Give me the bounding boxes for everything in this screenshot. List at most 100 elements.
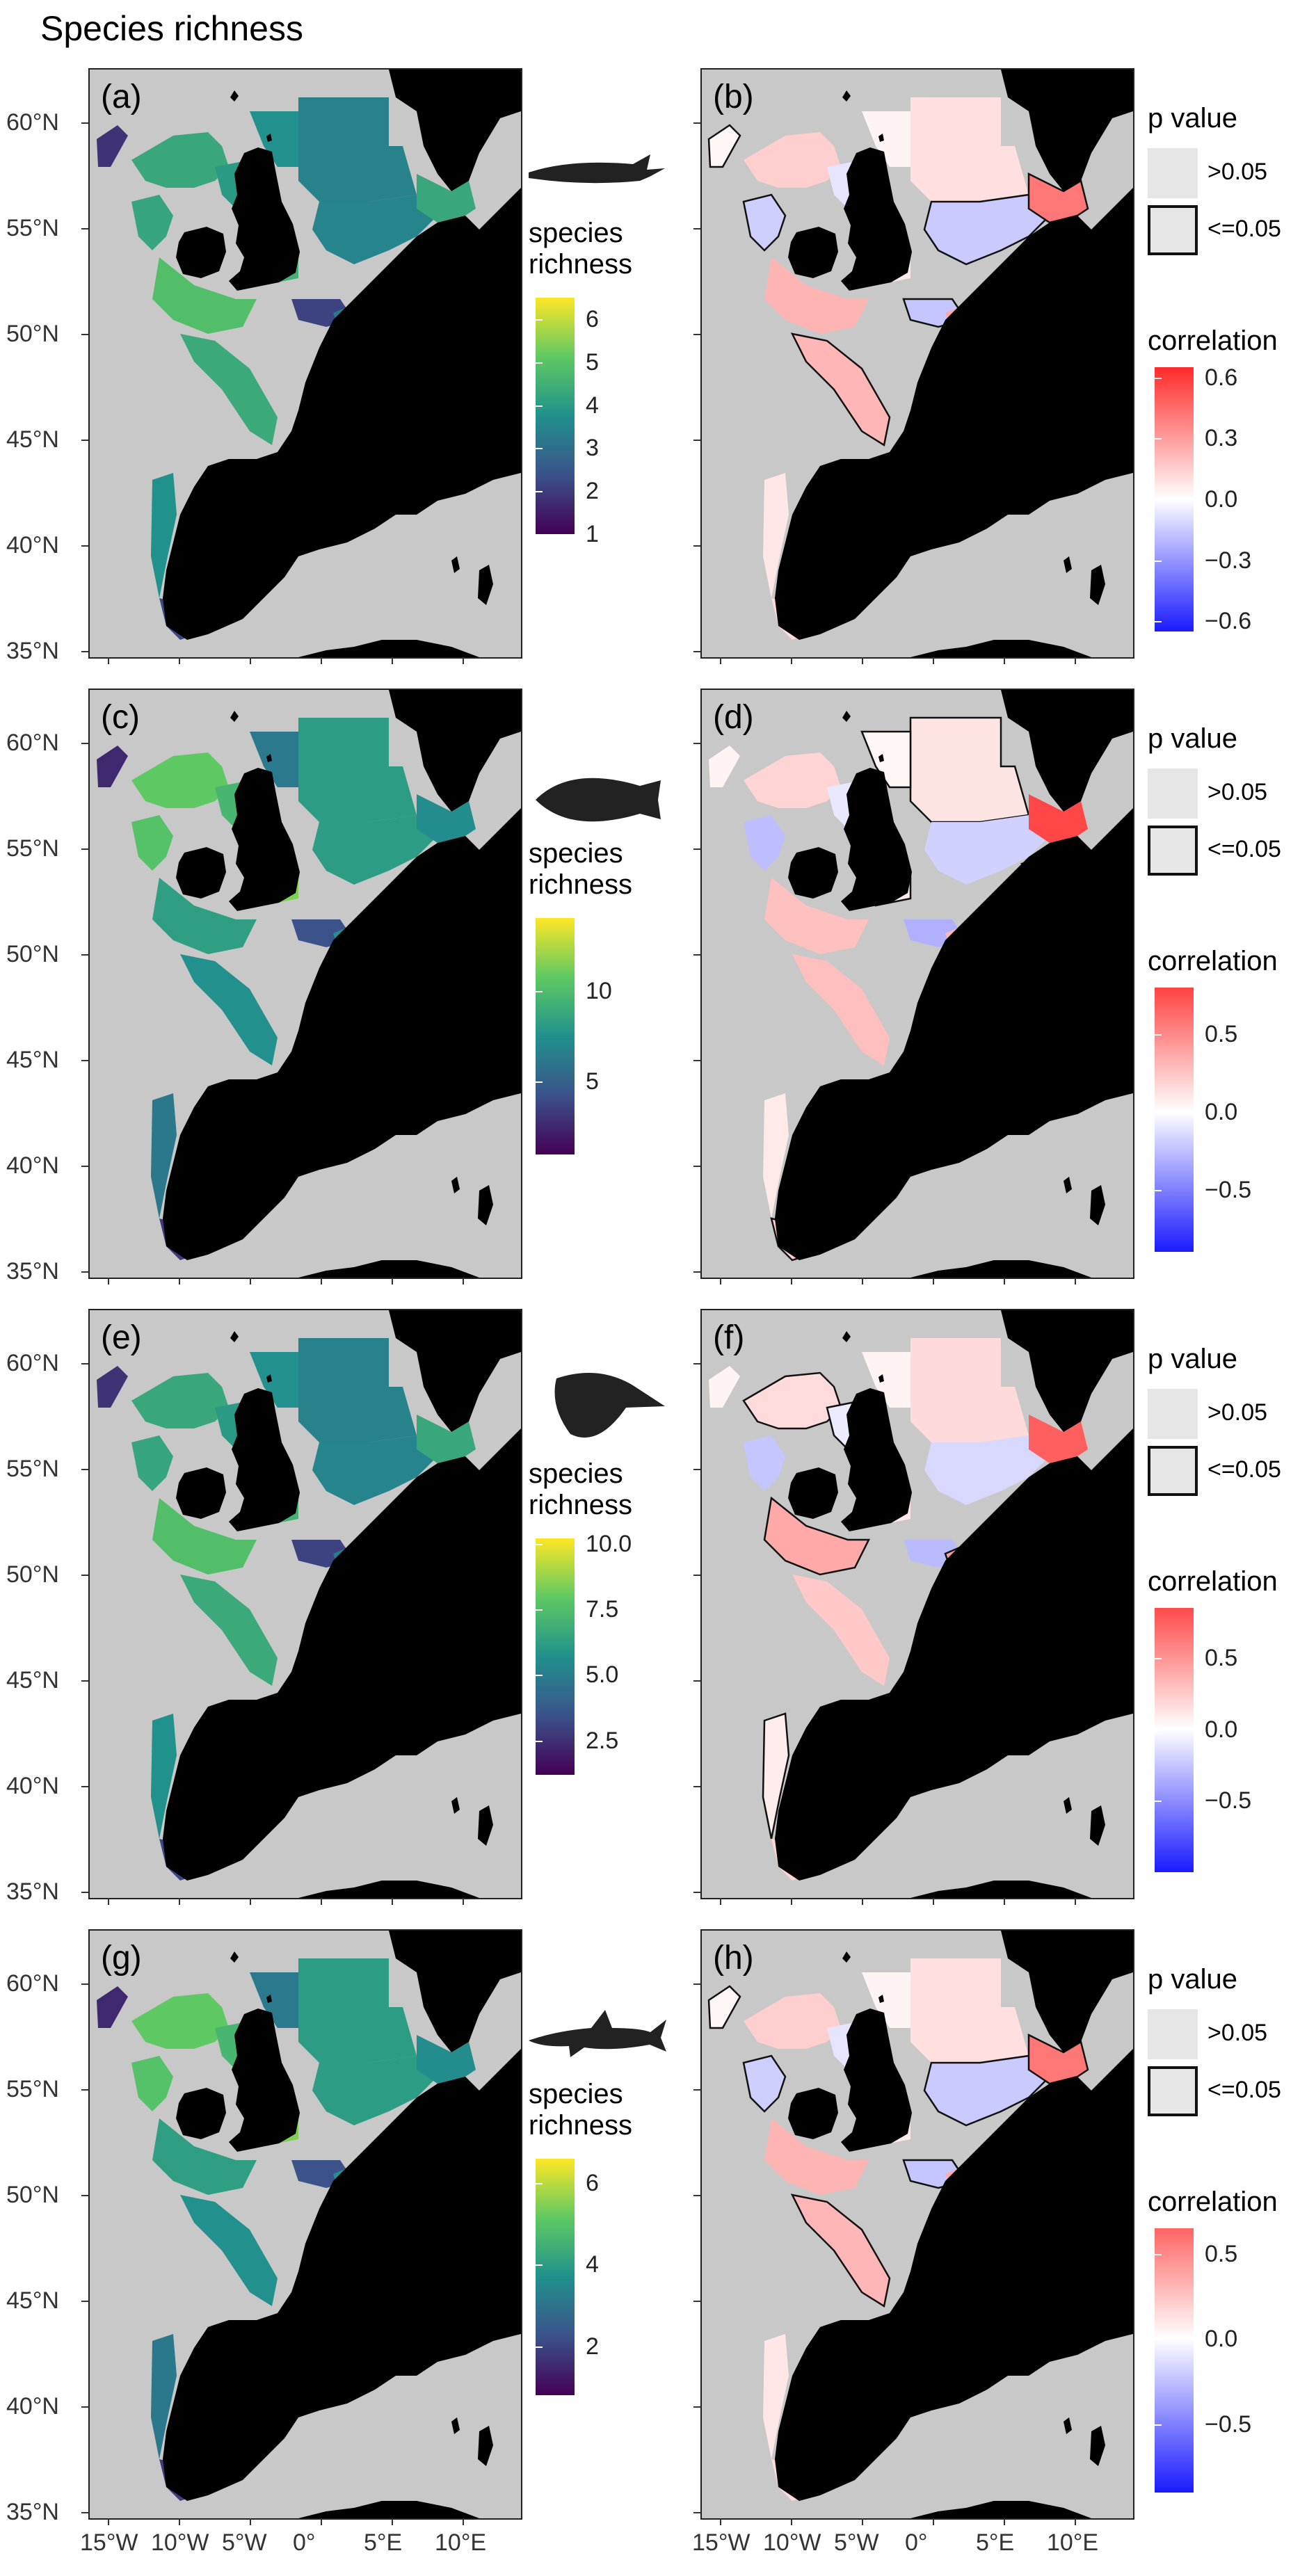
colorbar-tick xyxy=(536,1609,543,1611)
colorbar-tick xyxy=(1155,1729,1162,1731)
data-region xyxy=(250,1972,298,2028)
land-mass xyxy=(465,2195,521,2313)
x-tick-mark xyxy=(392,657,393,664)
x-tick-label: 0° xyxy=(293,2529,316,2556)
ireland xyxy=(176,1467,226,1519)
panel-label-d: (d) xyxy=(713,699,754,736)
colorbar-tick xyxy=(1155,499,1162,501)
x-tick-label: 10°E xyxy=(1047,2529,1099,2556)
data-region xyxy=(417,174,476,223)
y-tick-mark xyxy=(81,122,88,124)
colorbar-tick xyxy=(536,990,543,992)
pvalue-legend-title: p value xyxy=(1148,1344,1237,1374)
data-region xyxy=(762,1712,790,1840)
y-tick-mark xyxy=(81,2406,88,2408)
great-britain xyxy=(229,768,300,911)
map-d xyxy=(709,690,1133,1278)
data-region xyxy=(744,815,785,871)
data-region xyxy=(131,1435,173,1491)
pvalue-key-label: <=0.05 xyxy=(1207,216,1281,242)
island xyxy=(987,1721,1012,1734)
colorbar-tick xyxy=(536,319,543,321)
data-region xyxy=(860,730,912,789)
data-region xyxy=(763,473,789,598)
y-tick-mark xyxy=(693,1786,700,1787)
y-tick-mark xyxy=(81,2301,88,2302)
x-tick-mark xyxy=(1075,1898,1076,1905)
island xyxy=(486,218,501,236)
y-tick-label: 45°N xyxy=(6,1667,59,1693)
data-region xyxy=(764,257,869,334)
data-region xyxy=(312,815,438,885)
data-region xyxy=(250,1352,298,1408)
island xyxy=(266,1995,272,2003)
island xyxy=(1118,2088,1133,2103)
y-tick-label: 50°N xyxy=(6,321,59,347)
land-mass xyxy=(1077,334,1133,452)
data-region xyxy=(131,1993,229,2049)
land-mass xyxy=(910,1260,1133,1278)
island xyxy=(987,480,1012,494)
y-tick-mark xyxy=(81,228,88,230)
x-tick-mark xyxy=(1075,2518,1076,2525)
x-tick-label: 10°W xyxy=(151,2529,209,2556)
y-tick-mark xyxy=(81,1575,88,1576)
data-region xyxy=(417,1415,476,1463)
data-region xyxy=(298,718,417,822)
colorbar-tick-label: 6 xyxy=(586,305,599,332)
legend-title-richness: richness xyxy=(529,1490,632,1520)
data-region xyxy=(709,1366,740,1408)
island xyxy=(1098,218,1114,236)
icon-shape xyxy=(554,1373,665,1438)
pvalue-legend-title: p value xyxy=(1148,1964,1237,1995)
x-tick-mark xyxy=(862,1278,863,1285)
colorbar-tick xyxy=(536,534,543,536)
shark-icon xyxy=(529,2006,668,2107)
land-mass xyxy=(775,2049,1133,2501)
colorbar-tick-label: 0.0 xyxy=(1205,2326,1238,2353)
x-tick-mark xyxy=(1004,657,1005,664)
great-britain xyxy=(229,1388,300,1531)
colorbar-tick xyxy=(536,405,543,407)
x-tick-mark xyxy=(392,1898,393,1905)
island xyxy=(987,2341,1012,2355)
island xyxy=(375,1100,400,1114)
x-tick-mark xyxy=(862,2518,863,2525)
map-panel-f xyxy=(700,1309,1134,1899)
colorbar-tick-label: 2 xyxy=(586,2333,599,2360)
land-mass xyxy=(298,2501,521,2518)
island xyxy=(375,2341,400,2355)
data-region xyxy=(764,878,869,954)
land-mass xyxy=(298,1260,521,1278)
x-tick-label: 5°E xyxy=(364,2529,403,2556)
island xyxy=(451,2417,460,2434)
y-tick-mark xyxy=(81,1983,88,1985)
island xyxy=(1098,839,1114,857)
island xyxy=(1090,1805,1105,1846)
colorbar-richness xyxy=(536,2159,575,2395)
y-tick-mark xyxy=(693,2195,700,2196)
y-tick-label: 50°N xyxy=(6,941,59,967)
x-tick-mark xyxy=(321,1278,322,1285)
land-mass xyxy=(910,1881,1133,1898)
x-tick-label: 15°W xyxy=(692,2529,751,2556)
island xyxy=(486,839,501,857)
colorbar-tick-label: −0.5 xyxy=(1205,2410,1252,2438)
island xyxy=(506,2088,521,2103)
colorbar-correlation xyxy=(1155,2228,1194,2493)
pvalue-key-label: >0.05 xyxy=(1207,2020,1268,2046)
colorbar-tick xyxy=(1155,560,1162,562)
data-region xyxy=(910,1958,1029,2063)
map-f xyxy=(709,1310,1133,1898)
ireland xyxy=(176,847,226,899)
data-region xyxy=(152,1498,257,1575)
colorbar-tick xyxy=(536,1740,543,1742)
y-tick-label: 40°N xyxy=(6,1152,59,1179)
x-tick-mark xyxy=(862,657,863,664)
y-tick-mark xyxy=(693,1680,700,1682)
colorbar-tick xyxy=(1155,2424,1162,2426)
x-tick-mark xyxy=(1004,1278,1005,1285)
panel-label-g: (g) xyxy=(101,1940,142,1977)
x-tick-mark xyxy=(791,657,792,664)
island xyxy=(375,480,400,494)
